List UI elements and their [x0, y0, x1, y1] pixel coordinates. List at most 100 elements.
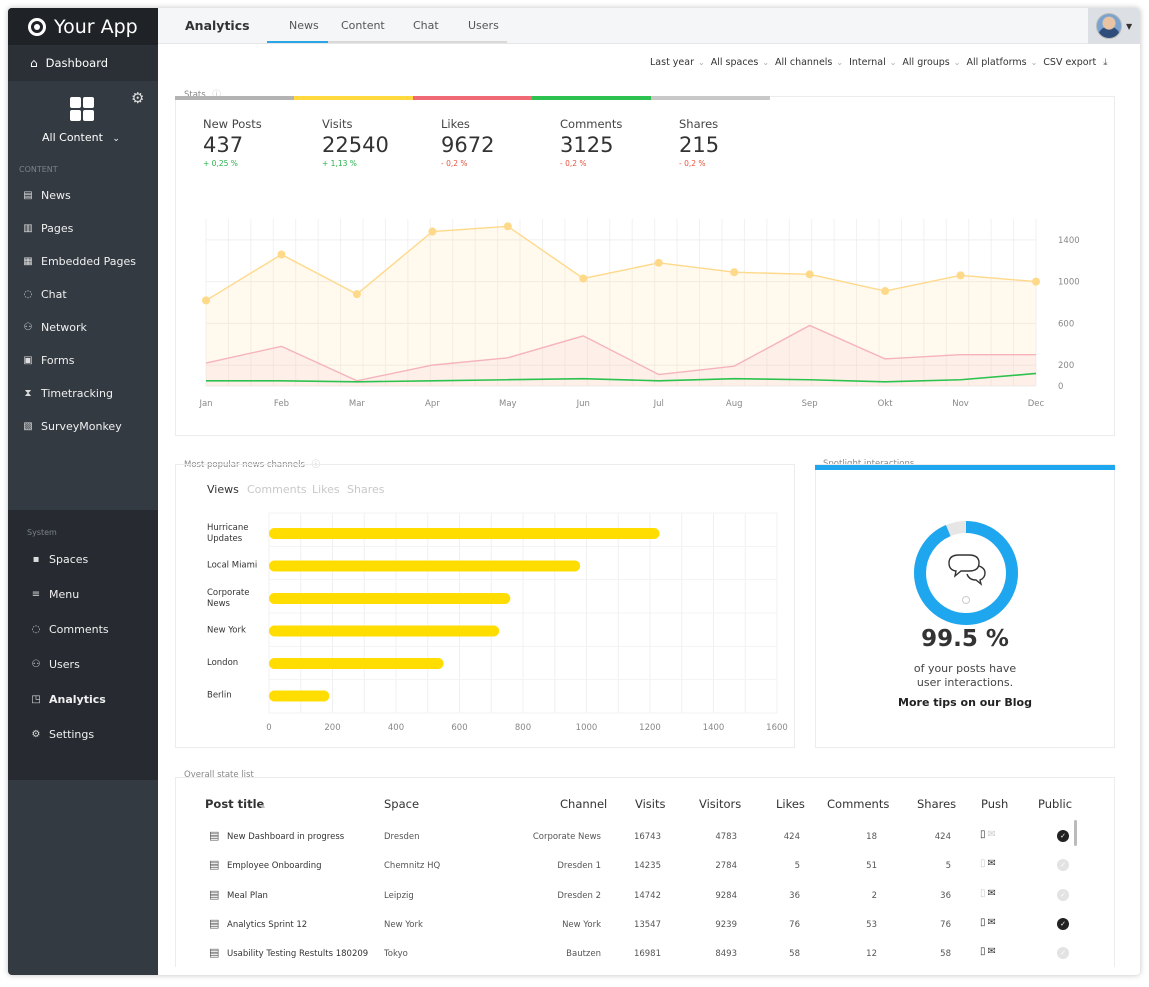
push-status[interactable]: ▯✉ [980, 946, 998, 957]
sidebar-item-news[interactable]: ▤ News [8, 179, 158, 212]
public-toggle[interactable]: ✓ [1057, 917, 1069, 930]
column-header-public[interactable]: Public [1038, 797, 1073, 811]
mail-icon[interactable]: ✉ [987, 946, 998, 958]
column-header-shares[interactable]: Shares [917, 797, 957, 811]
help-icon[interactable]: ⓘ [212, 90, 221, 100]
sidebar: Your App ⌂ Dashboard ⚙ All Content ⌄ CON… [8, 8, 158, 975]
mail-icon[interactable]: ✉ [987, 916, 998, 928]
filter-bar: Last year ⌄ All spaces ⌄ All channels ⌄ Intern… [650, 57, 1116, 68]
sidebar-item-users[interactable]: ⚇ Users [8, 647, 158, 682]
filter-dropdown[interactable]: All groups [902, 57, 950, 68]
cell-space: Chemnitz HQ [384, 861, 441, 872]
csv-export-button[interactable]: CSV export ⤓ [1043, 57, 1111, 68]
filter-dropdown[interactable]: All platforms [966, 57, 1027, 68]
stat-name: Comments [560, 117, 623, 131]
blog-link[interactable]: More tips on our Blog [898, 696, 1032, 709]
popular-tab-shares[interactable]: Shares [347, 483, 385, 496]
public-toggle[interactable]: ✓ [1057, 859, 1069, 872]
cell-title[interactable]: Usability Testing Restults 180209 [227, 949, 369, 960]
push-status[interactable]: ▯✉ [980, 917, 998, 928]
cell-title[interactable]: Employee Onboarding [227, 861, 322, 872]
public-toggle[interactable]: ✓ [1057, 830, 1069, 842]
mobile-icon[interactable]: ▯ [980, 946, 988, 958]
popular-tab-comments[interactable]: Comments [247, 483, 307, 496]
user-menu[interactable]: ▼ [1088, 8, 1140, 44]
mobile-icon[interactable]: ▯ [980, 858, 988, 870]
app-logo[interactable]: Your App [8, 8, 158, 45]
popular-tab-likes[interactable]: Likes [312, 483, 340, 496]
bar [269, 658, 444, 669]
sidebar-item-dashboard[interactable]: ⌂ Dashboard [8, 45, 158, 81]
column-header-likes[interactable]: Likes [776, 797, 805, 811]
spotlight-donut [914, 521, 1018, 625]
post-icon: ▤ [209, 916, 220, 930]
chevron-down-icon: ⌄ [836, 58, 844, 67]
system-section-label: System [27, 528, 57, 537]
sidebar-item-menu[interactable]: ≡ Menu [8, 577, 158, 612]
sidebar-item-comments[interactable]: ◌ Comments [8, 612, 158, 647]
cell-channel: Dresden 2 [557, 890, 601, 901]
cell-likes: 424 [783, 832, 800, 842]
spotlight-text: of your posts have user interactions. [815, 662, 1115, 690]
tab-news[interactable]: News [289, 19, 319, 32]
post-icon: ▤ [209, 829, 220, 842]
x-tick-label: Jan [198, 399, 212, 409]
cell-comments: 2 [871, 890, 877, 901]
column-header-comments[interactable]: Comments [827, 797, 890, 811]
category-label: London [207, 658, 238, 668]
stat-delta: - 0,2 % [679, 159, 706, 168]
data-point [956, 271, 965, 280]
column-header-visits[interactable]: Visits [635, 797, 666, 811]
help-icon[interactable]: ⓘ [311, 460, 321, 470]
filter-dropdown[interactable]: All channels [775, 57, 833, 68]
filter-dropdown[interactable]: Last year [650, 57, 695, 68]
cell-visits: 16981 [633, 949, 661, 960]
sidebar-item-settings[interactable]: ⚙ Settings [8, 717, 158, 752]
column-header-push[interactable]: Push [981, 797, 1009, 811]
sidebar-item-pages[interactable]: ▥ Pages [8, 212, 158, 245]
x-tick-label: 1200 [639, 723, 661, 733]
sidebar-item-embedded-pages[interactable]: ▦ Embedded Pages [8, 245, 158, 278]
sidebar-item-network[interactable]: ⚇ Network [8, 311, 158, 344]
table-scrollbar[interactable] [1074, 820, 1077, 846]
mail-icon[interactable]: ✉ [987, 887, 998, 899]
filter-dropdown[interactable]: Internal [849, 57, 886, 68]
sidebar-item-spaces[interactable]: ▪ Spaces [8, 542, 158, 577]
sidebar-item-timetracking[interactable]: ⧗ Timetracking [8, 377, 158, 410]
popular-tab-views[interactable]: Views [207, 483, 239, 496]
push-status[interactable]: ▯✉ [980, 888, 998, 899]
mail-icon[interactable]: ✉ [987, 858, 998, 870]
sort-icon[interactable]: ▴ [261, 801, 266, 810]
sidebar-item-analytics[interactable]: ◳ Analytics [8, 682, 158, 717]
sidebar-item-chat[interactable]: ◌ Chat [8, 278, 158, 311]
sidebar-item-forms[interactable]: ▣ Forms [8, 344, 158, 377]
chat-icon: ◌ [23, 289, 33, 300]
cell-title[interactable]: Meal Plan [227, 890, 268, 901]
column-header-channel[interactable]: Channel [560, 797, 608, 811]
mobile-icon[interactable]: ▯ [980, 829, 988, 840]
push-status[interactable]: ▯✉ [980, 858, 998, 869]
filter-dropdown[interactable]: All spaces [710, 57, 759, 68]
mobile-icon[interactable]: ▯ [980, 887, 988, 899]
public-toggle[interactable]: ✓ [1057, 947, 1069, 960]
cell-title[interactable]: Analytics Sprint 12 [227, 919, 308, 930]
popular-label: Most popular news channels ⓘ [184, 458, 320, 470]
mobile-icon[interactable]: ▯ [980, 916, 988, 928]
gear-icon[interactable]: ⚙ [131, 89, 145, 107]
cell-title[interactable]: New Dashboard in progress [227, 832, 345, 842]
column-header-post-title[interactable]: Post title [205, 797, 265, 811]
chevron-down-icon: ⌄ [112, 134, 120, 144]
sidebar-item-surveymonkey[interactable]: ▧ SurveyMonkey [8, 410, 158, 443]
x-tick-label: Mar [349, 399, 366, 409]
all-content-dropdown[interactable]: All Content ⌄ [42, 131, 120, 144]
tab-content[interactable]: Content [341, 19, 385, 32]
tab-users[interactable]: Users [468, 19, 499, 32]
public-toggle[interactable]: ✓ [1057, 888, 1069, 901]
tab-chat[interactable]: Chat [413, 19, 439, 32]
column-header-space[interactable]: Space [384, 797, 420, 811]
column-header-visitors[interactable]: Visitors [699, 797, 742, 811]
mail-icon[interactable]: ✉ [987, 829, 998, 840]
x-tick-label: Nov [952, 399, 969, 409]
all-content-label: All Content [42, 131, 103, 144]
push-status[interactable]: ▯✉ [980, 829, 998, 840]
